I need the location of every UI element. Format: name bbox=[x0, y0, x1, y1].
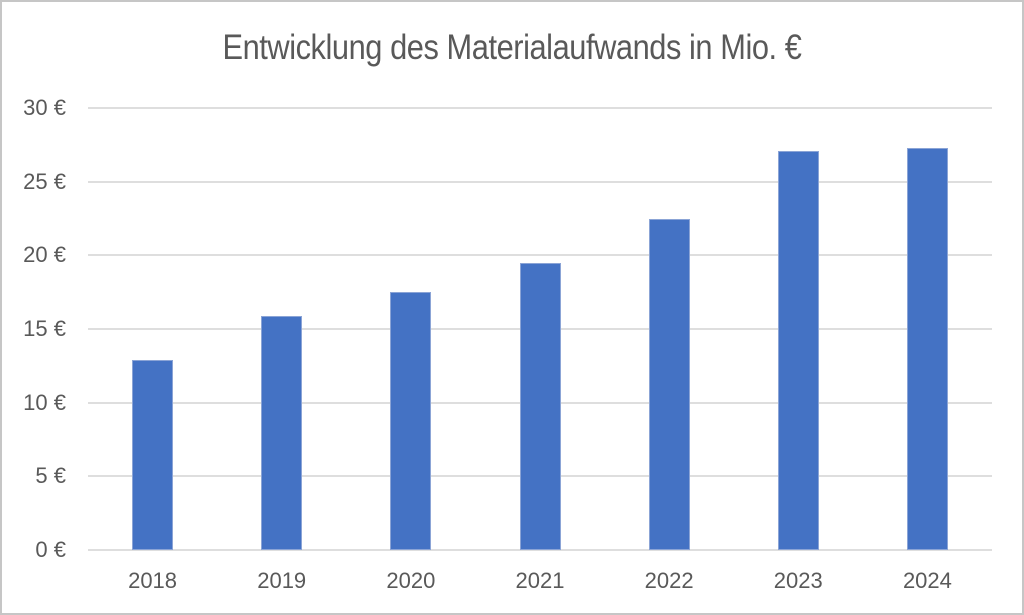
x-axis-label-2018: 2018 bbox=[128, 568, 178, 593]
y-axis-tick-label-0: 0 € bbox=[35, 537, 66, 562]
y-axis-tick-label-20: 20 € bbox=[23, 242, 66, 268]
x-axis-label-2021: 2021 bbox=[515, 568, 565, 593]
y-axis-tick-label-15: 15 € bbox=[23, 316, 66, 341]
gridline-25 bbox=[88, 180, 992, 183]
bar-2020 bbox=[390, 292, 432, 550]
gridline-0 bbox=[88, 549, 992, 551]
chart-title-area: Entwicklung des Materialaufwands in Mio.… bbox=[2, 28, 1022, 68]
gridline-30 bbox=[88, 107, 992, 109]
x-axis-label-2022: 2022 bbox=[644, 568, 694, 593]
bar-2024 bbox=[906, 147, 948, 550]
y-axis-tick-label-5: 5 € bbox=[35, 463, 66, 489]
bar-2018 bbox=[132, 359, 174, 550]
bar-2021 bbox=[519, 262, 561, 550]
x-axis-label-2020: 2020 bbox=[386, 568, 436, 593]
bar-2019 bbox=[261, 315, 303, 550]
x-axis-label-2023: 2023 bbox=[773, 568, 823, 593]
bar-2022 bbox=[648, 218, 690, 550]
y-axis-tick-label-10: 10 € bbox=[23, 389, 66, 415]
bar-2023 bbox=[777, 150, 819, 550]
chart-title: Entwicklung des Materialaufwands in Mio.… bbox=[222, 28, 802, 67]
gridline-20 bbox=[88, 254, 992, 257]
x-axis-label-2019: 2019 bbox=[257, 568, 307, 593]
y-axis-tick-label-30: 30 € bbox=[23, 95, 66, 120]
y-axis-tick-label-25: 25 € bbox=[23, 168, 66, 194]
x-axis-label-2024: 2024 bbox=[902, 568, 952, 593]
